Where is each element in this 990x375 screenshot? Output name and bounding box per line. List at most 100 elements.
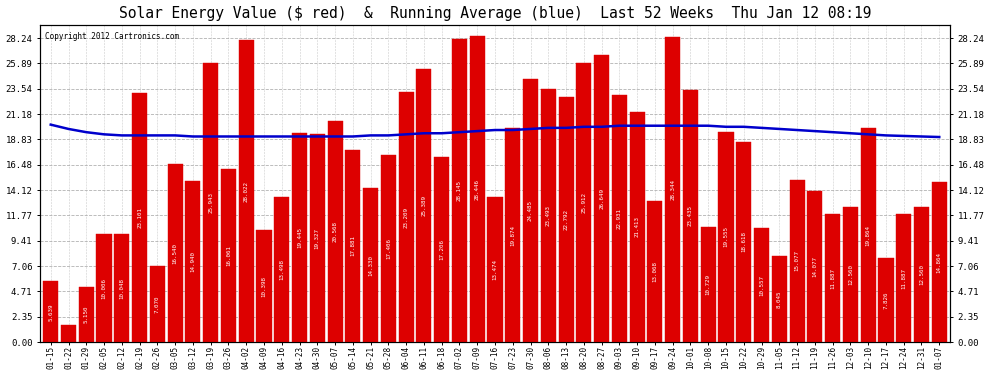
Text: 12.560: 12.560 — [919, 264, 924, 285]
Bar — [612, 95, 627, 342]
Bar — [149, 266, 165, 342]
Bar — [523, 78, 539, 342]
Text: 14.864: 14.864 — [937, 252, 941, 273]
Bar — [399, 92, 414, 342]
Bar — [274, 197, 289, 342]
Text: 10.398: 10.398 — [261, 276, 266, 297]
Bar — [256, 230, 271, 342]
Text: 11.887: 11.887 — [901, 268, 906, 289]
Bar — [239, 40, 253, 342]
Text: 19.445: 19.445 — [297, 227, 302, 248]
Bar — [185, 181, 200, 342]
Bar — [932, 182, 946, 342]
Title: Solar Energy Value ($ red)  &  Running Average (blue)  Last 52 Weeks  Thu Jan 12: Solar Energy Value ($ red) & Running Ave… — [119, 6, 871, 21]
Bar — [772, 255, 787, 342]
Text: 5.150: 5.150 — [84, 306, 89, 323]
Text: 18.618: 18.618 — [742, 231, 746, 252]
Text: 19.864: 19.864 — [865, 225, 870, 246]
Bar — [630, 112, 644, 342]
Text: 19.555: 19.555 — [724, 226, 729, 248]
Text: 23.209: 23.209 — [404, 207, 409, 228]
Text: 14.940: 14.940 — [190, 251, 195, 272]
Text: 19.874: 19.874 — [510, 225, 515, 246]
Bar — [558, 97, 573, 342]
Bar — [114, 234, 130, 342]
Text: 10.557: 10.557 — [759, 275, 764, 296]
Text: 17.406: 17.406 — [386, 238, 391, 259]
Text: 13.498: 13.498 — [279, 259, 284, 280]
Text: 13.474: 13.474 — [492, 259, 498, 280]
Text: Copyright 2012 Cartronics.com: Copyright 2012 Cartronics.com — [45, 33, 179, 42]
Text: 22.931: 22.931 — [617, 208, 622, 229]
Bar — [167, 164, 183, 342]
Bar — [719, 132, 734, 342]
Bar — [44, 281, 58, 342]
Bar — [328, 121, 343, 342]
Text: 14.330: 14.330 — [368, 255, 373, 276]
Text: 16.061: 16.061 — [226, 245, 231, 266]
Text: 7.826: 7.826 — [883, 291, 888, 309]
Bar — [842, 207, 858, 342]
Bar — [203, 63, 218, 342]
Text: 7.070: 7.070 — [154, 296, 159, 313]
Text: 14.077: 14.077 — [813, 256, 818, 277]
Bar — [435, 157, 449, 342]
Bar — [417, 69, 432, 342]
Text: 10.048: 10.048 — [120, 278, 125, 298]
Text: 23.435: 23.435 — [688, 206, 693, 226]
Text: 8.045: 8.045 — [777, 290, 782, 308]
Text: 12.560: 12.560 — [847, 264, 853, 285]
Bar — [701, 226, 716, 342]
Text: 15.077: 15.077 — [795, 251, 800, 272]
Text: 25.943: 25.943 — [208, 192, 213, 213]
Text: 28.145: 28.145 — [457, 180, 462, 201]
Text: 23.101: 23.101 — [137, 207, 143, 228]
Bar — [541, 89, 555, 342]
Bar — [594, 55, 609, 342]
Bar — [381, 155, 396, 342]
Bar — [451, 39, 467, 342]
Bar — [221, 169, 236, 342]
Text: 25.912: 25.912 — [581, 192, 586, 213]
Text: 17.881: 17.881 — [350, 236, 355, 256]
Text: 19.327: 19.327 — [315, 228, 320, 249]
Text: 22.792: 22.792 — [563, 209, 568, 230]
Bar — [79, 287, 94, 342]
Text: 26.649: 26.649 — [599, 188, 604, 209]
Text: 17.206: 17.206 — [440, 239, 445, 260]
Text: 16.540: 16.540 — [172, 243, 177, 264]
Bar — [346, 150, 360, 342]
Text: 28.344: 28.344 — [670, 179, 675, 200]
Bar — [683, 90, 698, 342]
Bar — [754, 228, 769, 342]
Text: 25.389: 25.389 — [422, 195, 427, 216]
Bar — [310, 134, 325, 342]
Text: 11.887: 11.887 — [831, 268, 836, 289]
Bar — [878, 258, 894, 342]
Text: 10.006: 10.006 — [102, 278, 107, 299]
Text: 28.022: 28.022 — [244, 181, 248, 202]
Bar — [487, 197, 503, 342]
Bar — [647, 201, 662, 342]
Bar — [914, 207, 929, 342]
Bar — [576, 63, 591, 342]
Bar — [96, 234, 112, 342]
Bar — [61, 325, 76, 342]
Text: 5.639: 5.639 — [49, 303, 53, 321]
Text: 24.485: 24.485 — [528, 200, 533, 221]
Bar — [132, 93, 148, 342]
Bar — [665, 37, 680, 342]
Text: 10.729: 10.729 — [706, 274, 711, 295]
Text: 20.568: 20.568 — [333, 221, 338, 242]
Bar — [363, 188, 378, 342]
Bar — [825, 214, 841, 342]
Text: 23.493: 23.493 — [545, 205, 550, 226]
Bar — [790, 180, 805, 342]
Bar — [505, 128, 521, 342]
Bar — [807, 190, 823, 342]
Text: 28.446: 28.446 — [475, 178, 480, 200]
Bar — [737, 142, 751, 342]
Bar — [860, 128, 876, 342]
Bar — [896, 214, 911, 342]
Text: 13.068: 13.068 — [652, 261, 657, 282]
